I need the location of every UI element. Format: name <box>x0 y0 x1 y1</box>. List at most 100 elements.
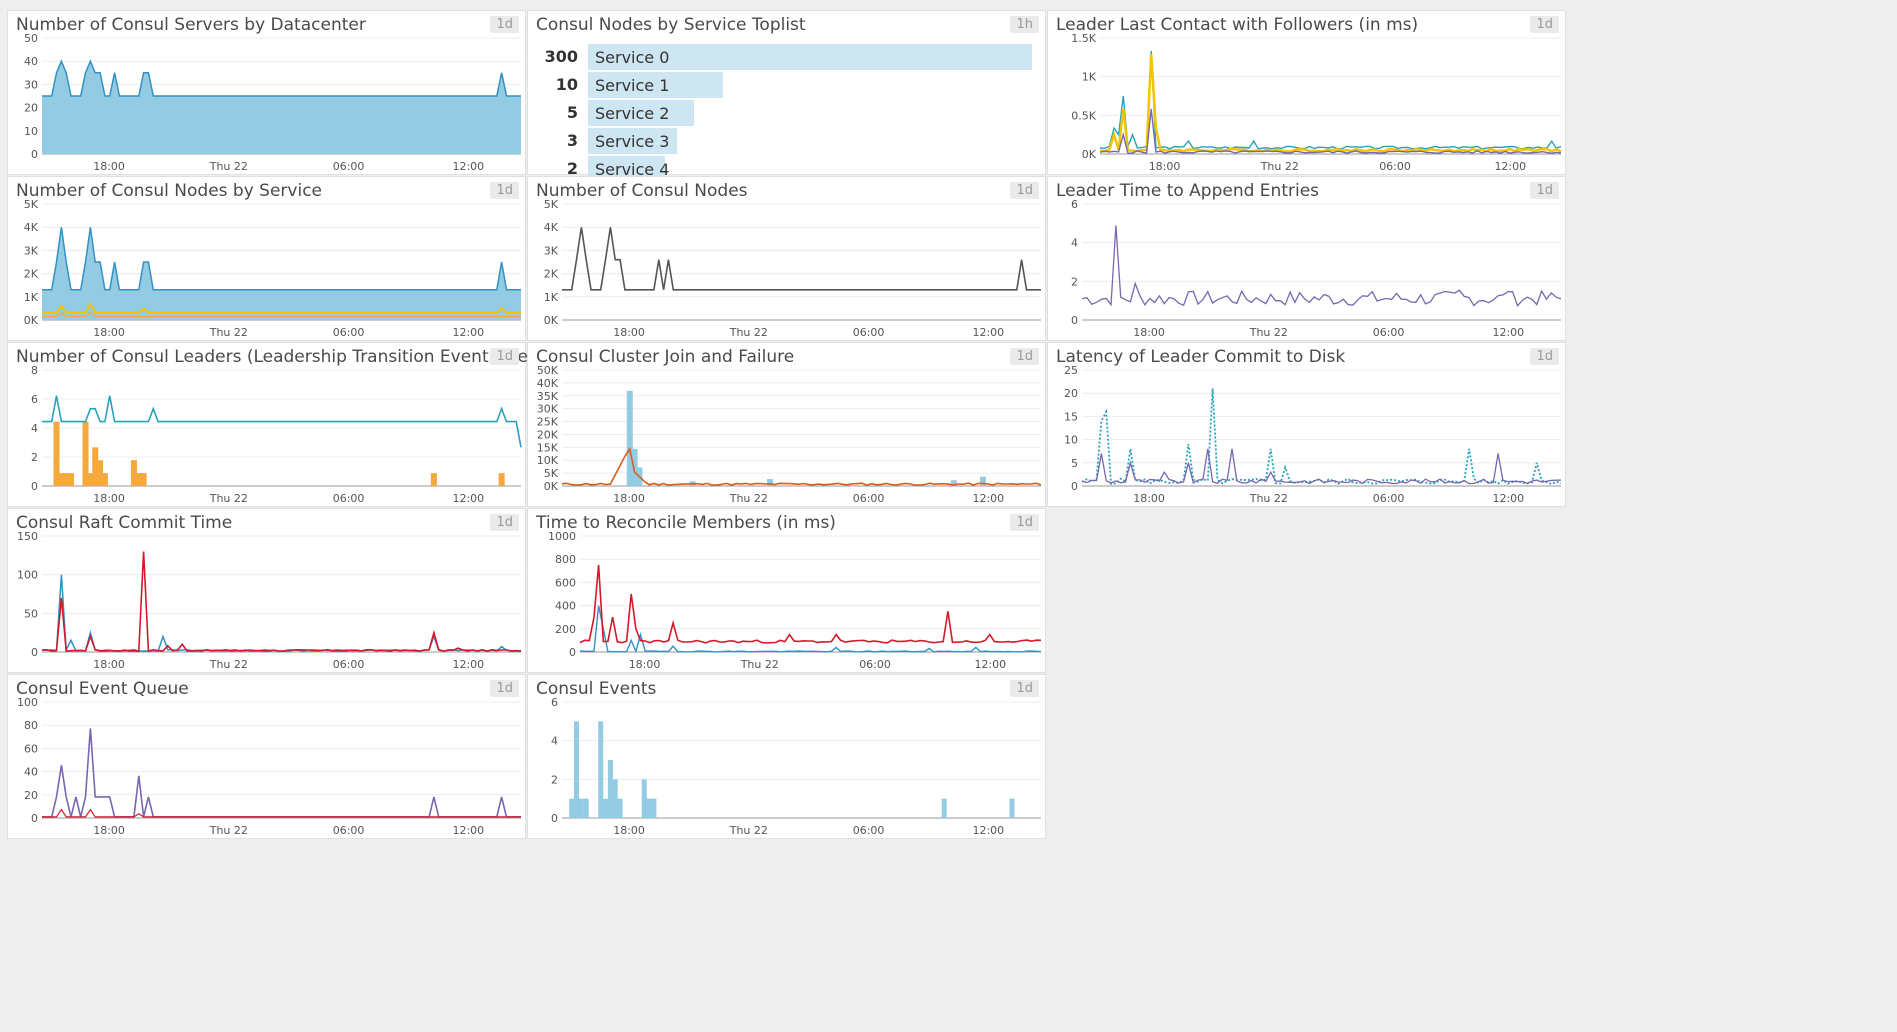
toplist-row[interactable]: 5 Service 2 <box>528 100 1047 126</box>
chart-leader_contact[interactable]: Leader Last Contact with Followers (in m… <box>1047 10 1566 175</box>
x-tick-label: Thu 22 <box>209 492 248 505</box>
y-tick-label: 30 <box>24 78 38 91</box>
series-line <box>42 227 521 291</box>
x-tick-label: 06:00 <box>853 824 885 837</box>
toplist-name: Service 4 <box>595 160 670 179</box>
y-tick-label: 40K <box>537 377 559 390</box>
toplist-value: 300 <box>544 47 578 66</box>
chart-toplist[interactable]: Consul Nodes by Service Toplist 1h 300 Serv… <box>527 10 1047 182</box>
x-tick-label: 06:00 <box>1379 160 1411 173</box>
toplist-bar <box>588 128 677 154</box>
bar-mark <box>63 473 70 486</box>
y-tick-label: 25 <box>1064 364 1078 377</box>
widget-title: Leader Time to Append Entries <box>1056 181 1320 201</box>
x-tick-label: 12:00 <box>452 824 484 837</box>
chart-leaders[interactable]: Number of Consul Leaders (Leadership Tra… <box>7 342 567 507</box>
y-tick-label: 1K <box>544 291 559 304</box>
x-tick-label: 06:00 <box>859 658 891 671</box>
chart-svg: 150 100 50 0 18:00 Thu 22 06:00 12:00 <box>17 530 522 671</box>
timeframe-badge: 1d <box>1010 514 1039 531</box>
x-tick-label: 18:00 <box>93 326 125 339</box>
y-tick-label: 2K <box>24 268 39 281</box>
y-tick-label: 4 <box>551 735 558 748</box>
y-tick-label: 2 <box>551 773 558 786</box>
bar-mark <box>612 779 618 818</box>
series-line <box>1081 225 1562 308</box>
bar-mark <box>631 448 638 486</box>
y-tick-label: 40 <box>24 55 38 68</box>
y-tick-label: 25K <box>537 416 559 429</box>
x-tick-label: 18:00 <box>93 492 125 505</box>
bar-mark <box>498 473 505 486</box>
series-line <box>561 446 1042 486</box>
y-tick-label: 50 <box>24 32 38 45</box>
y-tick-label: 5K <box>544 467 559 480</box>
bar-mark <box>58 473 65 486</box>
timeframe-badge: 1h <box>1010 16 1039 33</box>
x-tick-label: 06:00 <box>853 326 885 339</box>
chart-commit_disk[interactable]: Latency of Leader Commit to Disk 1d 25 20 15… <box>1047 342 1566 507</box>
x-tick-label: 18:00 <box>93 824 125 837</box>
series-line <box>42 395 522 448</box>
y-tick-label: 2K <box>544 268 559 281</box>
timeframe-badge: 1d <box>490 182 519 199</box>
x-tick-label: 06:00 <box>333 492 365 505</box>
x-tick-label: 18:00 <box>613 824 645 837</box>
y-tick-label: 150 <box>17 530 38 543</box>
y-tick-label: 0 <box>31 480 38 493</box>
x-tick-label: 18:00 <box>613 326 645 339</box>
series-line <box>562 227 1041 291</box>
toplist-row[interactable]: 10 Service 1 <box>528 72 1047 98</box>
y-tick-label: 100 <box>17 696 38 709</box>
toplist-row[interactable]: 3 Service 3 <box>528 128 1047 154</box>
bar-mark <box>598 721 604 818</box>
x-tick-label: 06:00 <box>333 658 365 671</box>
widget-title: Time to Reconcile Members (in ms) <box>536 513 836 533</box>
chart-reconcile[interactable]: Time to Reconcile Members (in ms) 1d 1000 8… <box>527 508 1046 673</box>
series-line <box>579 564 1042 644</box>
series-line <box>42 728 521 818</box>
series-area <box>42 61 521 155</box>
y-tick-label: 20 <box>1064 387 1078 400</box>
bar-mark <box>101 473 108 486</box>
x-tick-label: 18:00 <box>93 160 125 173</box>
chart-nodes_by_service[interactable]: Number of Consul Nodes by Service 1d 5K 4K 3… <box>7 176 526 341</box>
y-tick-label: 0K <box>544 480 559 493</box>
bar-mark <box>583 798 589 818</box>
bar-mark <box>97 460 104 486</box>
y-tick-label: 4 <box>31 422 38 435</box>
bar-mark <box>87 473 94 486</box>
chart-append_entries[interactable]: Leader Time to Append Entries 1d 6 4 2 0 18:00… <box>1047 176 1566 341</box>
chart-raft_commit[interactable]: Consul Raft Commit Time 1d 150 100 50 0 18:00 T… <box>7 508 526 673</box>
y-tick-label: 4K <box>544 221 559 234</box>
x-tick-label: Thu 22 <box>729 492 768 505</box>
bar-mark <box>92 447 99 486</box>
x-tick-label: Thu 22 <box>209 326 248 339</box>
bar-mark <box>1009 798 1015 818</box>
y-tick-label: 10 <box>24 125 38 138</box>
bar-mark <box>617 798 623 818</box>
toplist-row[interactable]: 300 Service 0 <box>528 44 1047 70</box>
chart-svg: 6 4 2 0 18:00 Thu 22 06:00 12:00 <box>551 696 1041 837</box>
widget-title: Latency of Leader Commit to Disk <box>1056 347 1346 367</box>
series-line <box>42 312 521 318</box>
widget-title: Consul Raft Commit Time <box>16 513 233 533</box>
bar-mark <box>626 390 633 486</box>
x-tick-label: 06:00 <box>853 492 885 505</box>
series-line <box>42 59 521 97</box>
chart-svg: 50 40 30 20 10 0 18:00 Thu 22 06:00 12:00 <box>24 32 521 173</box>
chart-cluster_join[interactable]: Consul Cluster Join and Failure 1d 50K 40K 3… <box>527 342 1046 507</box>
chart-event_queue[interactable]: Consul Event Queue 1d 100 80 60 40 20 0 18:00 Thu… <box>7 674 526 839</box>
widget-title: Consul Cluster Join and Failure <box>536 347 795 367</box>
x-tick-label: 12:00 <box>1492 492 1524 505</box>
y-tick-label: 2 <box>31 451 38 464</box>
x-tick-label: 18:00 <box>1149 160 1181 173</box>
chart-events[interactable]: Consul Events 1d 6 4 2 0 18:00 Thu 22 06:00 12:00 <box>527 674 1046 839</box>
series-line <box>1099 50 1562 150</box>
chart-consul_nodes[interactable]: Number of Consul Nodes 1d 5K 4K 3K 2K 1K 0K 18:0… <box>527 176 1046 341</box>
chart-servers[interactable]: Number of Consul Servers by Datacenter 1d… <box>7 10 526 175</box>
y-tick-label: 10 <box>1064 434 1078 447</box>
bar-mark <box>135 473 142 486</box>
y-tick-label: 60 <box>24 742 38 755</box>
series-line <box>1081 388 1562 486</box>
